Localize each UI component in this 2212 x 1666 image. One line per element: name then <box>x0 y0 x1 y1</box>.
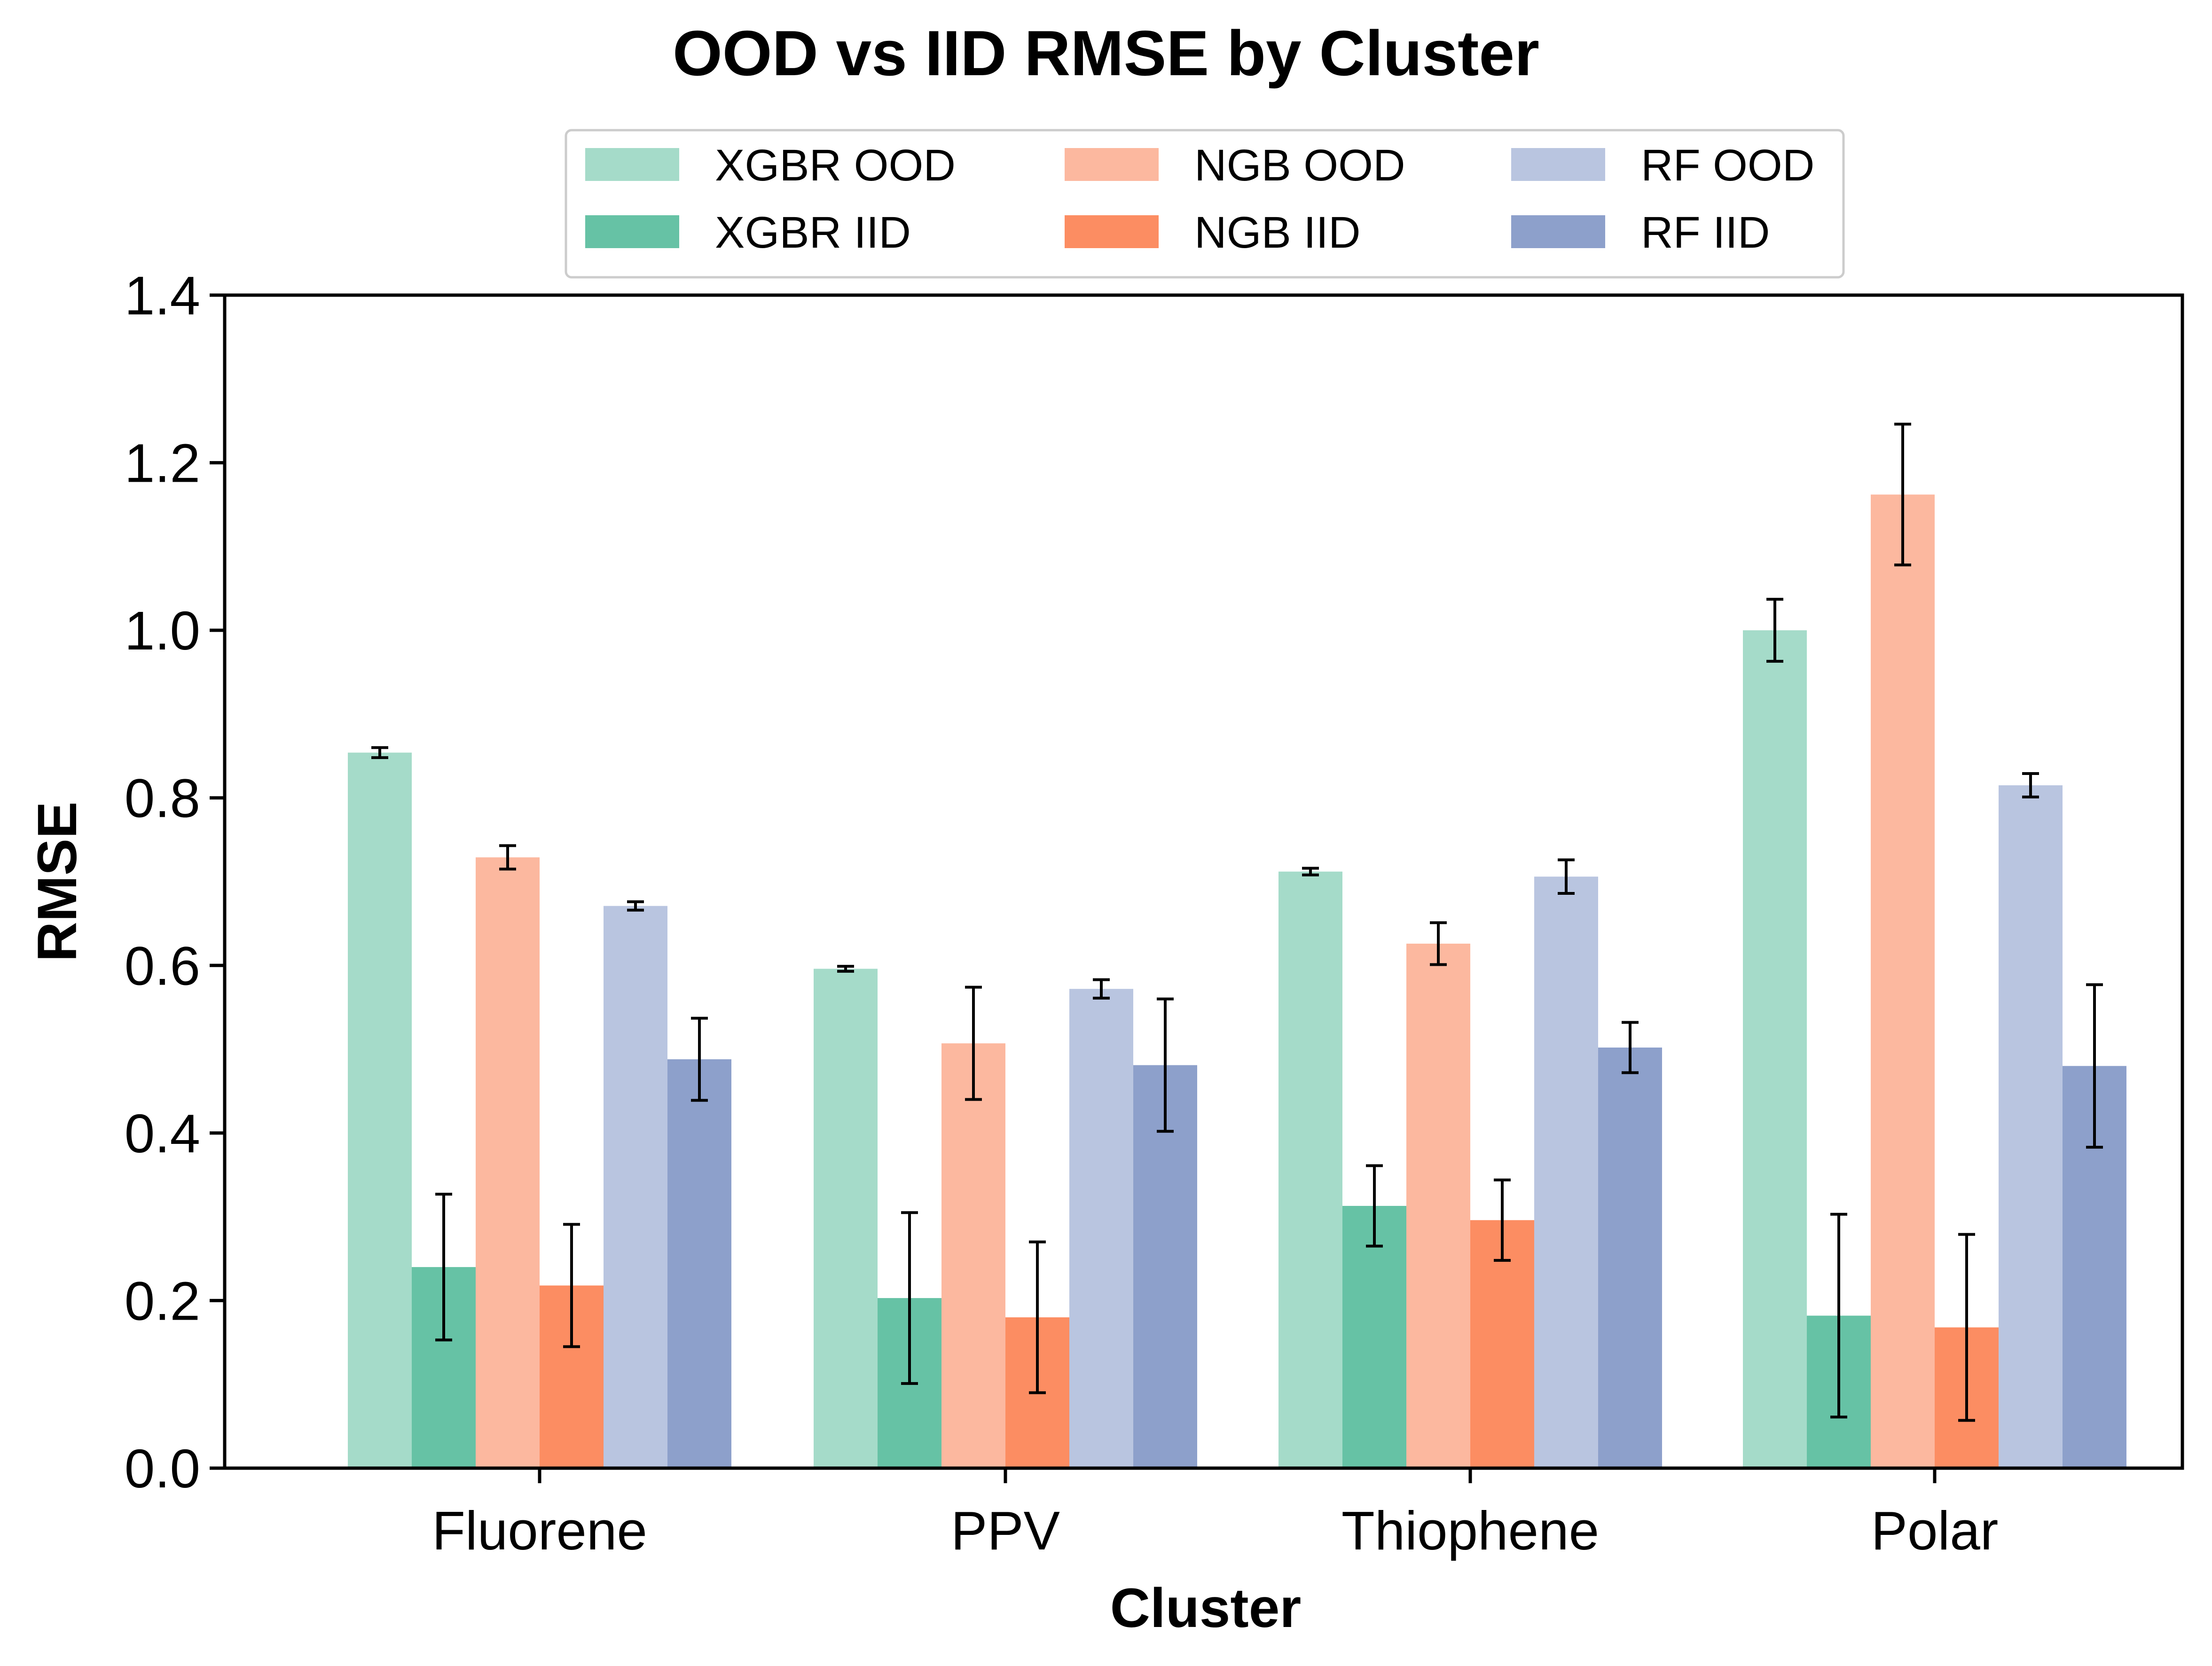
bar <box>1534 876 1598 1468</box>
plot-area <box>348 422 2126 1469</box>
legend-label: NGB OOD <box>1194 141 1405 190</box>
legend-label: XGBR IID <box>715 208 911 258</box>
bar <box>348 752 412 1468</box>
plot-frame <box>223 293 2184 1470</box>
legend: XGBR OOD XGBR IID NGB OOD NGB IID RF OOD RF I… <box>565 129 1845 279</box>
legend-swatch <box>1511 215 1605 248</box>
x-tick-label: PPV <box>951 1500 1060 1561</box>
bar <box>667 1059 731 1468</box>
y-tick-label: 0.6 <box>125 935 200 996</box>
bar <box>476 857 540 1468</box>
x-tick-label: Thiophene <box>1341 1500 1599 1561</box>
x-tick-label: Polar <box>1871 1500 1999 1561</box>
y-tick-label: 0.8 <box>125 768 200 829</box>
legend-label: RF IID <box>1641 208 1770 258</box>
y-axis-label: RMSE <box>26 802 88 962</box>
bar <box>1342 1205 1406 1468</box>
legend-label: NGB IID <box>1194 208 1361 258</box>
bar <box>1743 630 1807 1468</box>
y-tick-label: 1.0 <box>125 600 200 661</box>
legend-swatch <box>585 148 679 181</box>
x-axis-label: Cluster <box>1110 1577 1302 1639</box>
legend-swatch <box>585 215 679 248</box>
bar <box>941 1043 1005 1468</box>
legend-swatch <box>1065 148 1159 181</box>
y-tick-label: 0.2 <box>125 1270 200 1331</box>
legend-swatch <box>1065 215 1159 248</box>
bar <box>814 969 878 1468</box>
y-tick-label: 0.0 <box>125 1438 200 1499</box>
bar <box>1279 871 1342 1468</box>
bar <box>1069 989 1133 1468</box>
bar <box>1406 943 1470 1468</box>
chart-title: OOD vs IID RMSE by Cluster <box>673 17 1539 89</box>
legend-label: RF OOD <box>1641 141 1814 190</box>
bar <box>604 906 667 1468</box>
bar <box>1871 494 1935 1469</box>
x-tick-label: Fluorene <box>432 1500 647 1561</box>
bar <box>1598 1048 1662 1468</box>
legend-swatch <box>1511 148 1605 181</box>
bar <box>1999 785 2063 1468</box>
y-tick-label: 0.4 <box>125 1103 200 1164</box>
y-tick-label: 1.2 <box>125 433 200 494</box>
legend-label: XGBR OOD <box>715 141 956 190</box>
y-tick-label: 1.4 <box>125 265 200 326</box>
